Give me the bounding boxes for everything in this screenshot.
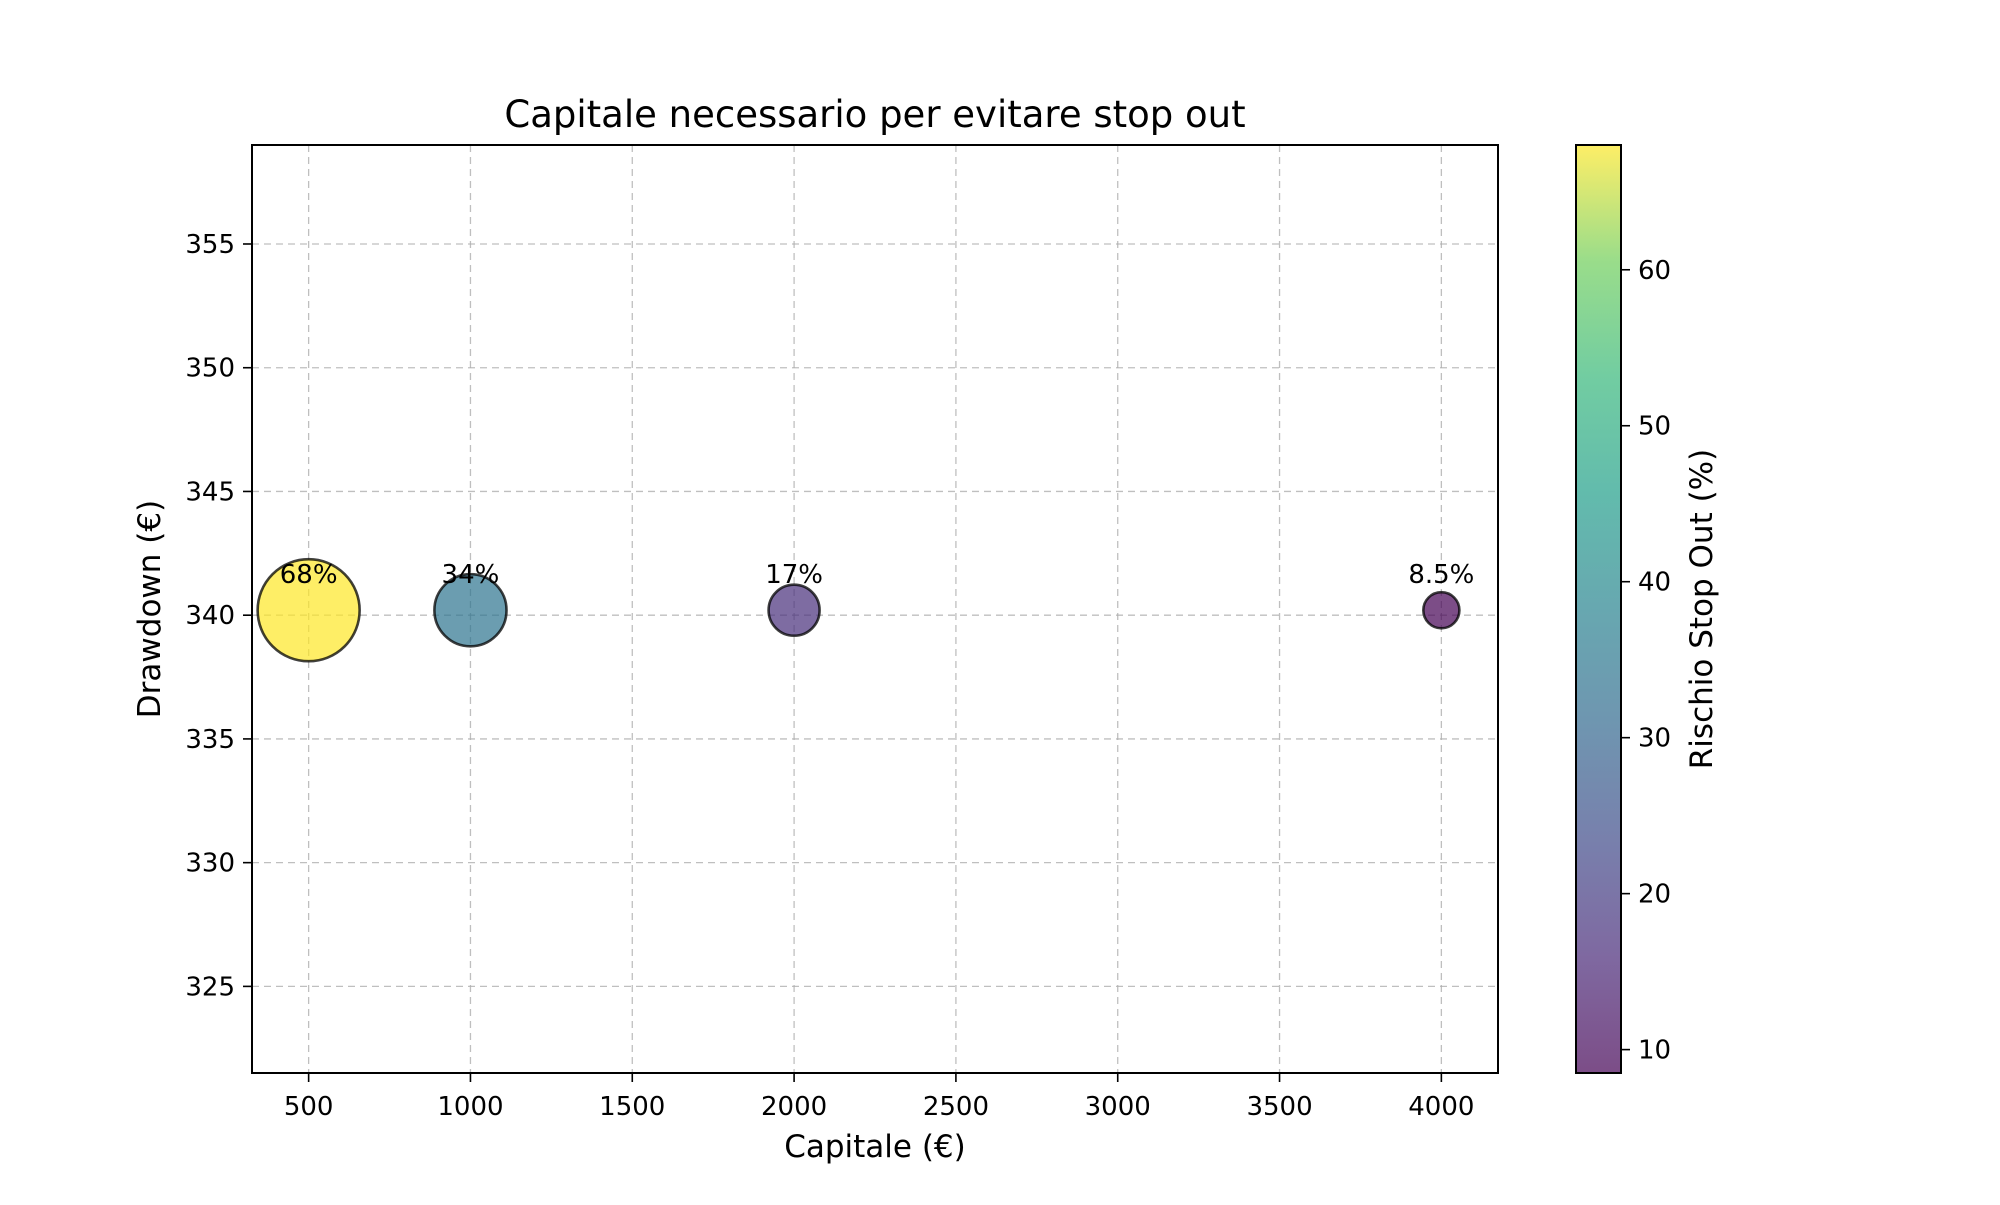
y-tick-label: 355 bbox=[185, 230, 235, 260]
x-tick-label: 500 bbox=[284, 1092, 334, 1122]
bubble-labels: 68% 34% 17% 8.5% bbox=[280, 560, 1475, 590]
y-axis-label: Drawdown (€) bbox=[132, 500, 168, 718]
x-tick-label: 2000 bbox=[761, 1092, 827, 1122]
x-axis-ticks: 500 1000 1500 2000 2500 3000 3500 4000 bbox=[284, 1073, 1474, 1122]
grid-lines bbox=[252, 145, 1498, 1073]
y-axis-ticks: 325 330 335 340 345 350 355 bbox=[185, 230, 252, 1002]
x-tick-label: 2500 bbox=[923, 1092, 989, 1122]
plot-frame bbox=[251, 144, 1499, 1074]
colorbar-tick-label: 10 bbox=[1638, 1036, 1671, 1066]
x-tick-label: 4000 bbox=[1408, 1092, 1474, 1122]
bubble bbox=[256, 557, 361, 663]
chart-title: Capitale necessario per evitare stop out bbox=[504, 93, 1245, 136]
colorbar-ticks: 10 20 30 40 50 60 bbox=[1621, 256, 1671, 1066]
y-tick-label: 350 bbox=[185, 354, 235, 384]
bubbles bbox=[256, 557, 1461, 663]
bubble-label: 8.5% bbox=[1408, 560, 1474, 590]
y-tick-label: 335 bbox=[185, 725, 235, 755]
bubble-label: 68% bbox=[280, 560, 338, 590]
x-tick-label: 3000 bbox=[1085, 1092, 1151, 1122]
colorbar-tick-label: 60 bbox=[1638, 256, 1671, 286]
x-tick-label: 3500 bbox=[1246, 1092, 1312, 1122]
bubble-label: 34% bbox=[442, 560, 500, 590]
colorbar-tick-label: 50 bbox=[1638, 412, 1671, 442]
bubble bbox=[767, 583, 821, 638]
y-tick-label: 340 bbox=[185, 601, 235, 631]
x-tick-label: 1500 bbox=[599, 1092, 665, 1122]
bubble bbox=[433, 572, 508, 648]
x-axis-label: Capitale (€) bbox=[784, 1129, 966, 1165]
y-tick-label: 345 bbox=[185, 477, 235, 507]
bubble-label: 17% bbox=[765, 560, 823, 590]
colorbar-label: Rischio Stop Out (%) bbox=[1684, 449, 1720, 769]
colorbar-tick-label: 30 bbox=[1638, 724, 1671, 754]
bubble bbox=[1422, 590, 1461, 630]
y-tick-label: 325 bbox=[185, 972, 235, 1002]
x-tick-label: 1000 bbox=[437, 1092, 503, 1122]
colorbar-tick-label: 20 bbox=[1638, 880, 1671, 910]
y-tick-label: 330 bbox=[185, 849, 235, 879]
colorbar bbox=[1576, 145, 1621, 1073]
colorbar-tick-label: 40 bbox=[1638, 568, 1671, 598]
colorbar-frame bbox=[1575, 144, 1622, 1074]
